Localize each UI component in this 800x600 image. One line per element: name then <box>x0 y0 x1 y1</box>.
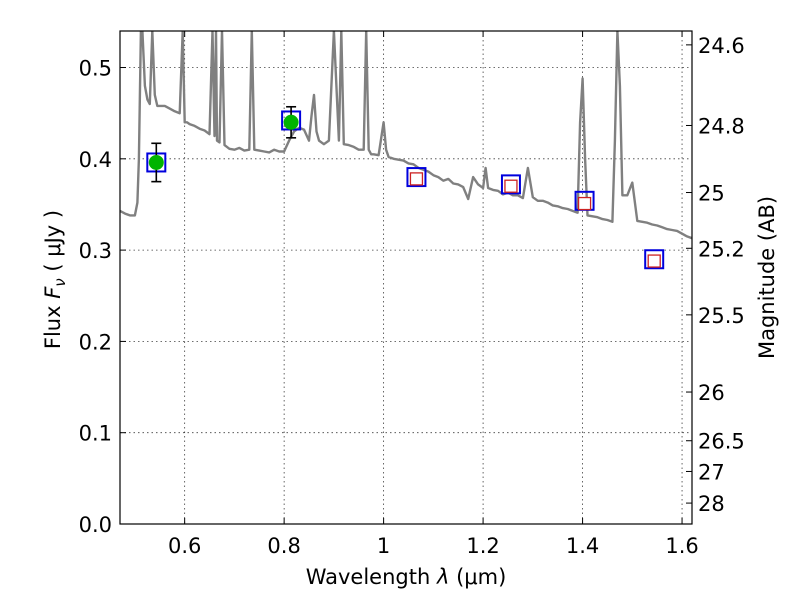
x-axis-title: Wavelength λ (μm) <box>306 565 507 589</box>
observed-point-marker <box>283 114 299 130</box>
y-axis-title: Flux Fν ( μJy ) <box>41 210 69 349</box>
x-axis-title-prefix: Wavelength <box>306 565 437 589</box>
x-tick-label: 0.6 <box>168 534 201 558</box>
right-tick-label: 26.5 <box>698 430 745 454</box>
right-tick-label: 25 <box>698 182 725 206</box>
right-tick-label: 27 <box>698 460 725 484</box>
tick-labels: 0.6 0.8 1 1.2 1.4 1.6 0.0 0.1 0.2 0.3 0.4 0.5 24.6 24… <box>79 34 745 558</box>
y-tick-label: 0.3 <box>79 239 112 263</box>
data-points-layer <box>146 105 665 270</box>
axis-ticks <box>120 31 692 525</box>
right-tick-label: 24.6 <box>698 34 745 58</box>
y-axis-title-sub: ν <box>51 278 69 286</box>
right-tick-label: 26 <box>698 381 725 405</box>
right-axis-title: Magnitude (AB) <box>755 196 779 359</box>
y-tick-label: 0.2 <box>79 330 112 354</box>
limit-square-marker <box>504 179 518 193</box>
x-tick-label: 0.8 <box>267 534 300 558</box>
y-axis-title-prefix: Flux <box>41 299 65 349</box>
x-tick-label: 1.6 <box>665 534 698 558</box>
y-tick-label: 0.5 <box>79 57 112 81</box>
x-tick-label: 1.2 <box>466 534 499 558</box>
plot-frame <box>119 30 693 525</box>
model-square-marker <box>500 174 521 195</box>
observed-point-marker <box>148 154 164 170</box>
right-tick-label: 28 <box>698 492 725 516</box>
spectrum-layer <box>120 31 692 240</box>
right-tick-label: 24.8 <box>698 114 745 138</box>
x-tick-label: 1 <box>377 534 390 558</box>
y-axis-title-unit: ( μJy ) <box>41 210 65 278</box>
x-axis-title-var: λ <box>436 565 449 589</box>
x-tick-label: 1.4 <box>566 534 599 558</box>
model-square-marker <box>644 249 665 270</box>
right-tick-label: 25.2 <box>698 237 745 261</box>
limit-square-marker <box>409 172 424 186</box>
spectrum-line <box>120 31 692 240</box>
x-axis-title-unit: (μm) <box>449 565 506 589</box>
y-tick-label: 0.0 <box>79 513 112 537</box>
y-tick-label: 0.4 <box>79 148 112 172</box>
limit-square-marker <box>577 196 592 211</box>
limit-square-marker <box>647 254 661 268</box>
gridlines <box>120 31 692 524</box>
model-square-marker <box>406 167 427 188</box>
right-tick-label: 25.5 <box>698 304 745 328</box>
y-axis-title-var: F <box>41 286 65 299</box>
y-tick-label: 0.1 <box>79 422 112 446</box>
